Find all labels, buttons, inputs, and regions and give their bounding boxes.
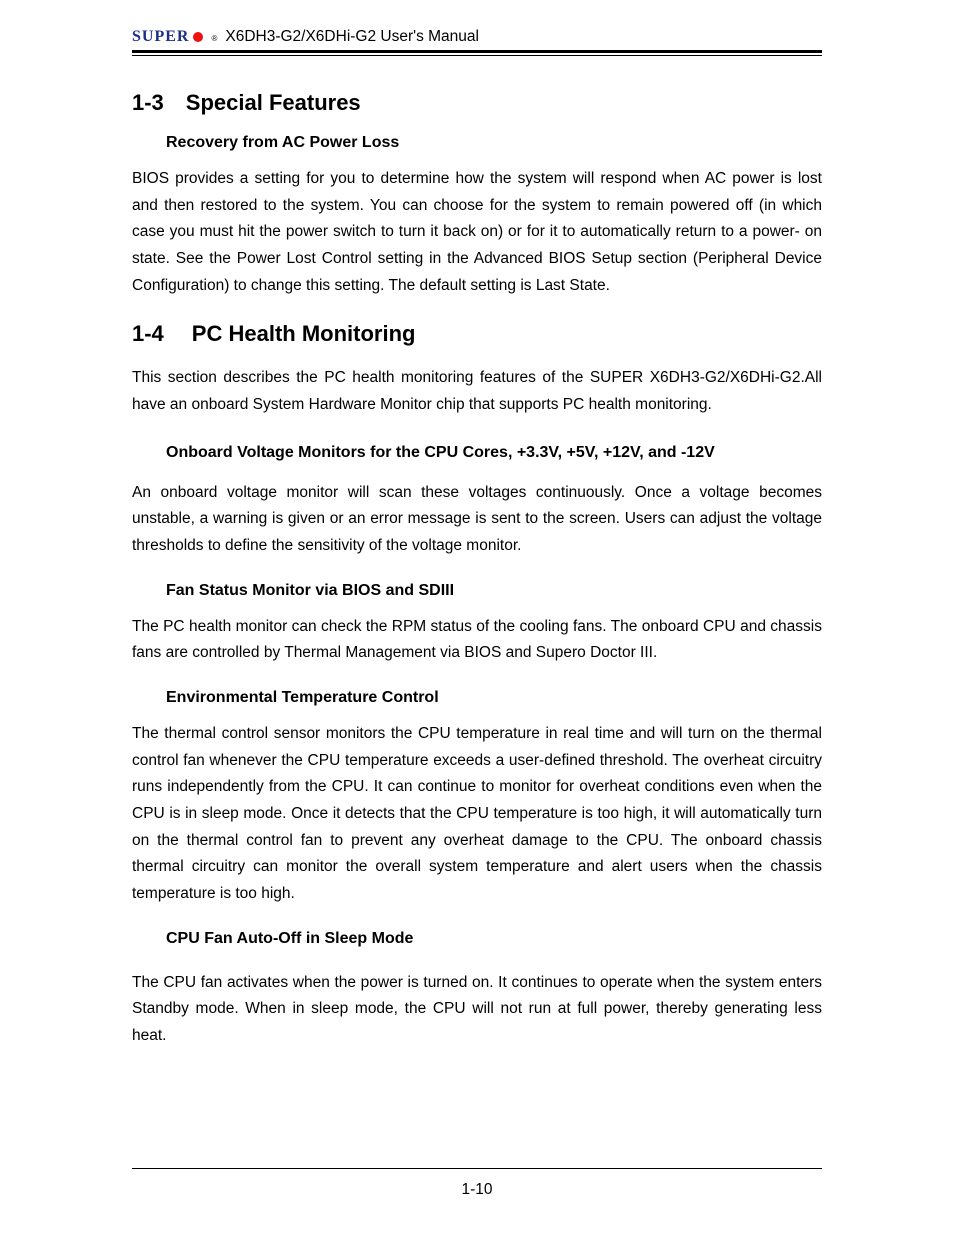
subsection-heading-fan-status: Fan Status Monitor via BIOS and SDIII xyxy=(166,582,822,600)
paragraph: The PC health monitor can check the RPM … xyxy=(132,614,822,667)
brand-logo-text: SUPER xyxy=(132,28,189,46)
subsection-heading-recovery: Recovery from AC Power Loss xyxy=(166,134,822,152)
section-title: Special Features xyxy=(186,90,361,116)
paragraph: An onboard voltage monitor will scan the… xyxy=(132,480,822,560)
running-header: SUPER ® X6DH3-G2/X6DHi-G2 User's Manual xyxy=(132,28,822,46)
page-number: 1-10 xyxy=(0,1181,954,1199)
subsection-heading-env-temp: Environmental Temperature Control xyxy=(166,689,822,707)
paragraph: The thermal control sensor monitors the … xyxy=(132,721,822,908)
subsection-heading-cpu-fan-auto-off: CPU Fan Auto-Off in Sleep Mode xyxy=(166,930,822,948)
header-rule-thick xyxy=(132,50,822,53)
page-content: 1-3 Special Features Recovery from AC Po… xyxy=(132,56,822,1050)
paragraph: BIOS provides a setting for you to deter… xyxy=(132,166,822,299)
section-heading-1-3: 1-3 Special Features xyxy=(132,90,822,116)
subsection-heading-voltage-monitors: Onboard Voltage Monitors for the CPU Cor… xyxy=(166,441,814,464)
manual-page: SUPER ® X6DH3-G2/X6DHi-G2 User's Manual … xyxy=(0,0,954,1235)
section-intro: This section describes the PC health mon… xyxy=(132,365,822,418)
section-number: 1-3 xyxy=(132,90,164,116)
brand-dot-icon xyxy=(193,32,203,42)
section-number: 1-4 xyxy=(132,321,164,347)
section-heading-1-4: 1-4 PC Health Monitoring xyxy=(132,321,822,347)
manual-title: X6DH3-G2/X6DHi-G2 User's Manual xyxy=(225,28,479,46)
brand-registered-mark: ® xyxy=(211,34,217,43)
footer-rule xyxy=(132,1168,822,1169)
paragraph: The CPU fan activates when the power is … xyxy=(132,970,822,1050)
section-title: PC Health Monitoring xyxy=(192,321,416,347)
